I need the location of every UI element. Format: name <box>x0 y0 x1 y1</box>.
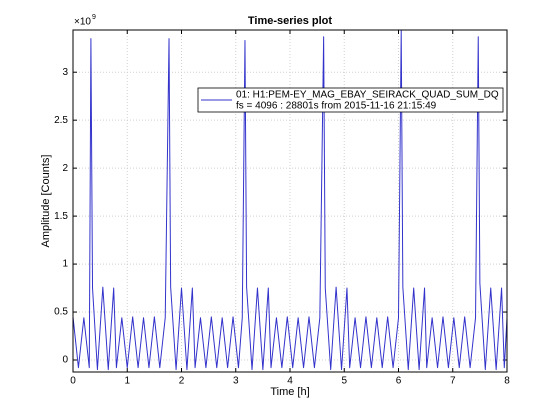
y-tick-label: 1.5 <box>54 211 68 222</box>
x-tick-label: 3 <box>233 376 239 387</box>
legend-detail: fs = 4096 : 28801s from 2015-11-16 21:15… <box>236 101 437 112</box>
y-tick-label: 3 <box>62 67 68 78</box>
y-tick-label: 0.5 <box>54 307 68 318</box>
series-line <box>72 29 508 371</box>
x-tick-label: 7 <box>450 376 456 387</box>
x-tick-label: 1 <box>124 376 130 387</box>
x-axis-label: Time [h] <box>270 386 309 398</box>
y-tick-label: 0 <box>62 355 68 366</box>
y-tick-label: 1 <box>62 259 68 270</box>
plot-frame <box>72 29 508 373</box>
y-axis-label: Amplitude [Counts] <box>40 155 52 248</box>
legend-box <box>197 87 504 113</box>
y-tick-label: 2 <box>62 163 68 174</box>
y-tick-label: 2.5 <box>54 115 68 126</box>
x-tick-label: 2 <box>179 376 185 387</box>
x-tick-label: 4 <box>287 376 293 387</box>
x-tick-label: 6 <box>396 376 402 387</box>
chart-title: Time-series plot <box>248 15 332 27</box>
x-tick-label: 5 <box>341 376 347 387</box>
x-tick-label: 8 <box>504 376 510 387</box>
legend-label: 01: H1:PEM-EY_MAG_EBAY_SEIRACK_QUAD_SUM_… <box>236 90 499 101</box>
x-tick-label: 0 <box>70 376 76 387</box>
y-multiplier-exponent: 9 <box>92 14 96 21</box>
y-multiplier: ×10 <box>74 17 91 28</box>
